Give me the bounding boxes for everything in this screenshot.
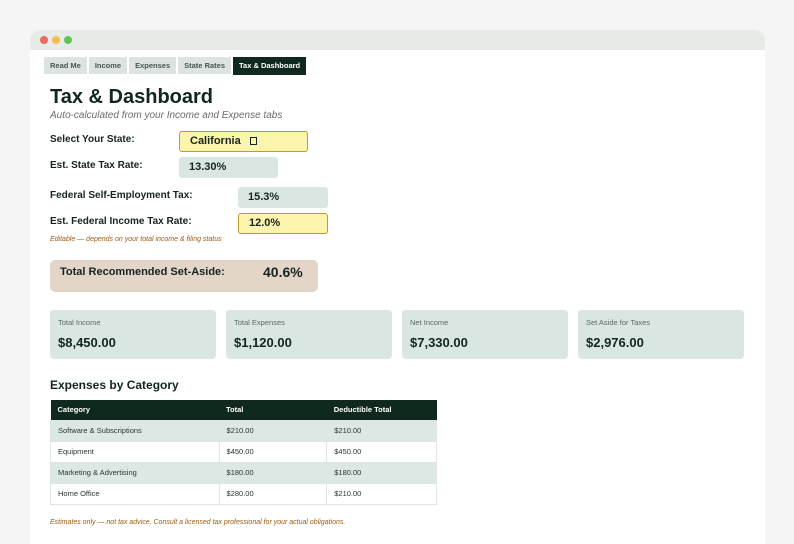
cell-deductible: $210.00 xyxy=(326,419,437,442)
column-header-category: Category xyxy=(50,400,220,420)
summary-card-total-expenses: Total Expenses $1,120.00 xyxy=(226,310,392,359)
card-value: $1,120.00 xyxy=(234,335,292,350)
card-value: $2,976.00 xyxy=(586,335,644,350)
cell-deductible: $450.00 xyxy=(326,440,437,463)
card-title: Total Expenses xyxy=(234,318,285,327)
column-header-total: Total xyxy=(219,400,327,420)
table-header-row: Category Total Deductible Total xyxy=(50,400,437,420)
state-tax-label: Est. State Tax Rate: xyxy=(50,160,143,171)
window-titlebar xyxy=(30,30,765,50)
tab-tax-dashboard[interactable]: Tax & Dashboard xyxy=(233,57,307,75)
table-row: Home Office $280.00 $210.00 xyxy=(50,482,437,505)
cell-total: $280.00 xyxy=(218,482,328,505)
column-header-deductible: Deductible Total xyxy=(326,400,437,420)
se-tax-label: Federal Self-Employment Tax: xyxy=(50,190,193,201)
table-row: Equipment $450.00 $450.00 xyxy=(50,440,437,463)
cell-total: $210.00 xyxy=(218,419,328,442)
setaside-label: Total Recommended Set-Aside: xyxy=(60,266,225,278)
summary-card-net-income: Net Income $7,330.00 xyxy=(402,310,568,359)
minimize-window-icon[interactable] xyxy=(52,36,60,44)
se-tax-value: 15.3% xyxy=(238,187,328,208)
state-label: Select Your State: xyxy=(50,134,135,145)
fed-tax-label: Est. Federal Income Tax Rate: xyxy=(50,216,192,227)
dropdown-icon xyxy=(249,137,257,145)
close-window-icon[interactable] xyxy=(40,36,48,44)
state-tax-value: 13.30% xyxy=(179,157,278,178)
sheet-tabs: Read Me Income Expenses State Rates Tax … xyxy=(44,57,307,75)
summary-card-total-income: Total Income $8,450.00 xyxy=(50,310,216,359)
cell-deductible: $210.00 xyxy=(326,482,437,505)
page-title: Tax & Dashboard xyxy=(50,86,213,108)
disclaimer-text: Estimates only — not tax advice. Consult… xyxy=(50,519,346,526)
maximize-window-icon[interactable] xyxy=(64,36,72,44)
fed-tax-note: Editable — depends on your total income … xyxy=(50,236,222,243)
cell-total: $180.00 xyxy=(218,461,328,484)
page-subtitle: Auto-calculated from your Income and Exp… xyxy=(50,110,283,121)
fed-tax-input[interactable]: 12.0% xyxy=(238,213,328,234)
card-value: $8,450.00 xyxy=(58,335,116,350)
card-title: Total Income xyxy=(58,318,101,327)
setaside-box: Total Recommended Set-Aside: 40.6% xyxy=(50,260,318,292)
cell-category: Software & Subscriptions xyxy=(50,419,220,442)
app-window: Read Me Income Expenses State Rates Tax … xyxy=(30,30,765,544)
card-title: Net Income xyxy=(410,318,449,327)
tab-read-me[interactable]: Read Me xyxy=(44,57,87,74)
cell-total: $450.00 xyxy=(218,440,328,463)
cell-category: Home Office xyxy=(50,482,220,505)
state-select-value: California xyxy=(190,135,241,147)
cell-category: Marketing & Advertising xyxy=(50,461,220,484)
table-row: Marketing & Advertising $180.00 $180.00 xyxy=(50,461,437,484)
tab-state-rates[interactable]: State Rates xyxy=(178,57,231,74)
expenses-table: Category Total Deductible Total Software… xyxy=(50,400,437,505)
tab-income[interactable]: Income xyxy=(88,57,128,74)
card-title: Set Aside for Taxes xyxy=(586,318,651,327)
expenses-section-title: Expenses by Category xyxy=(50,378,179,392)
cell-category: Equipment xyxy=(50,440,220,463)
summary-card-set-aside: Set Aside for Taxes $2,976.00 xyxy=(578,310,744,359)
cell-deductible: $180.00 xyxy=(326,461,437,484)
table-row: Software & Subscriptions $210.00 $210.00 xyxy=(50,419,437,442)
card-value: $7,330.00 xyxy=(410,335,468,350)
setaside-value: 40.6% xyxy=(263,264,303,280)
tab-expenses[interactable]: Expenses xyxy=(129,57,177,74)
state-select[interactable]: California xyxy=(179,131,308,152)
